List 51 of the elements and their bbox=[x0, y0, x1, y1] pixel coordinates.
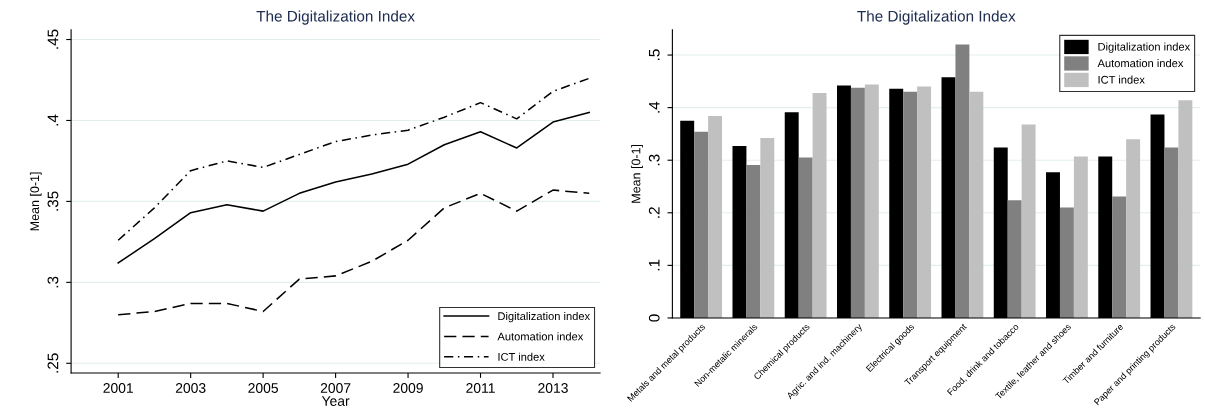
y-tick-label: .4 bbox=[648, 101, 660, 113]
bar bbox=[1059, 207, 1074, 318]
legend-label: Digitalization index bbox=[1098, 42, 1191, 53]
bar bbox=[969, 91, 984, 318]
legend-label: Digitalization index bbox=[498, 311, 590, 323]
y-tick-label: .4 bbox=[47, 114, 59, 126]
x-tick-label: 2005 bbox=[248, 383, 278, 393]
x-tick-label: 2011 bbox=[466, 383, 495, 393]
y-tick-label: .2 bbox=[648, 207, 660, 218]
chart-title: The Digitalization Index bbox=[256, 10, 415, 25]
y-axis-title: Mean [0-1] bbox=[631, 144, 643, 203]
bar bbox=[1126, 139, 1141, 318]
legend-label: Automation index bbox=[1097, 59, 1184, 68]
y-tick-label: .5 bbox=[648, 49, 660, 61]
bar bbox=[708, 116, 723, 318]
bar bbox=[760, 138, 775, 318]
bar bbox=[850, 87, 865, 318]
bar bbox=[746, 164, 761, 318]
x-tick-label: 2013 bbox=[538, 383, 568, 393]
bar bbox=[1073, 156, 1088, 318]
bar bbox=[917, 86, 932, 318]
line-series bbox=[117, 77, 590, 242]
legend-label: Automation index bbox=[497, 332, 584, 341]
bar bbox=[798, 157, 813, 318]
bar bbox=[1112, 196, 1127, 318]
y-axis-title: Mean [0-1] bbox=[29, 172, 42, 231]
y-tick-label: 0 bbox=[648, 314, 660, 322]
x-axis-title: Year bbox=[321, 396, 350, 406]
x-tick-label: 2007 bbox=[320, 383, 351, 393]
bar bbox=[955, 44, 970, 318]
bar bbox=[1164, 147, 1179, 318]
bar bbox=[694, 131, 709, 318]
bar bbox=[903, 91, 918, 318]
chart-title: The Digitalization Index bbox=[857, 10, 1016, 25]
y-tick-label: .25 bbox=[47, 353, 59, 373]
y-tick-label: .45 bbox=[47, 29, 59, 49]
line-series bbox=[117, 111, 590, 264]
y-tick-label: .3 bbox=[648, 154, 660, 166]
legend-label: ICT index bbox=[498, 352, 545, 361]
bar bbox=[812, 92, 827, 318]
x-tick-label: 2009 bbox=[393, 383, 423, 393]
y-tick-label: .3 bbox=[47, 276, 59, 288]
bar bbox=[1021, 124, 1036, 318]
x-tick-label: 2001 bbox=[103, 383, 133, 393]
x-tick-label: 2003 bbox=[175, 383, 206, 393]
legend-label: ICT index bbox=[1098, 75, 1145, 84]
bar bbox=[1178, 100, 1193, 318]
y-tick-label: .1 bbox=[648, 259, 660, 271]
bar bbox=[1007, 200, 1022, 318]
y-tick-label: .35 bbox=[47, 191, 59, 211]
bar bbox=[864, 84, 879, 318]
